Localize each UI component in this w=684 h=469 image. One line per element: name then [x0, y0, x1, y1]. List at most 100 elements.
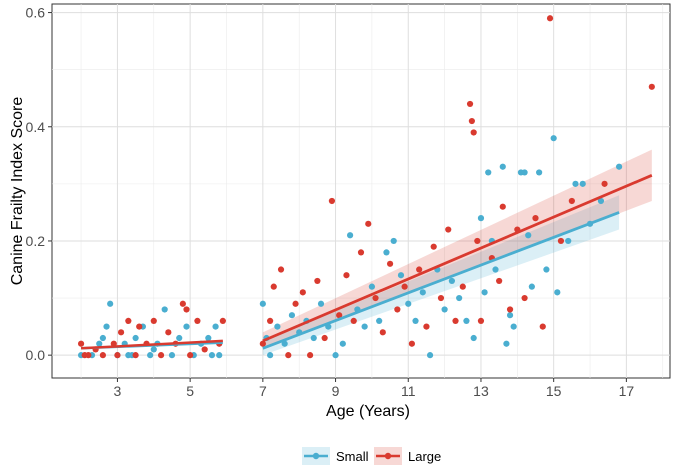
point-small — [183, 323, 190, 330]
point-small — [281, 340, 288, 347]
legend: Small Large — [302, 447, 441, 465]
point-small — [274, 323, 281, 330]
point-small — [616, 163, 623, 170]
point-small — [150, 346, 157, 353]
point-small — [267, 352, 274, 359]
x-tick-label: 11 — [401, 383, 416, 399]
point-large — [183, 306, 190, 313]
trend-line-large-early — [81, 339, 223, 350]
point-small — [550, 135, 557, 142]
point-small — [176, 334, 183, 342]
point-large — [423, 323, 430, 330]
point-large — [125, 317, 132, 325]
point-small — [125, 352, 132, 359]
point-small — [310, 334, 317, 342]
point-large — [165, 329, 172, 336]
point-large — [132, 352, 139, 359]
point-small — [441, 306, 448, 313]
point-small — [481, 289, 488, 296]
point-large — [343, 272, 350, 279]
point-large — [114, 352, 121, 359]
point-small — [528, 283, 535, 290]
point-small — [96, 340, 103, 347]
point-large — [499, 203, 506, 210]
point-small — [543, 266, 550, 273]
point-small — [288, 312, 296, 319]
legend-label-small: Small — [336, 449, 369, 464]
point-small — [470, 334, 477, 342]
point-small — [208, 352, 216, 359]
point-large — [194, 317, 201, 325]
point-large — [506, 306, 514, 313]
point-small — [506, 312, 514, 319]
point-large — [557, 237, 565, 245]
point-large — [430, 243, 437, 250]
x-tick-label: 3 — [114, 383, 122, 399]
point-large — [477, 317, 485, 325]
y-axis: 0.0 0.2 0.4 0.6 — [26, 5, 52, 363]
legend-key-dot-small — [312, 452, 320, 460]
point-small — [339, 340, 346, 347]
point-small — [503, 340, 510, 347]
point-large — [445, 226, 452, 233]
point-small — [383, 249, 390, 256]
point-large — [314, 277, 321, 285]
x-axis-title: Age (Years) — [326, 403, 410, 420]
point-small — [212, 323, 219, 330]
point-large — [157, 352, 165, 359]
trend-line-large — [262, 174, 653, 343]
point-large — [328, 197, 336, 205]
y-tick-label: 0.4 — [26, 119, 46, 135]
legend-key-dot-large — [384, 452, 392, 460]
point-large — [365, 220, 372, 227]
point-large — [648, 83, 655, 90]
point-large — [372, 294, 379, 302]
y-axis-title: Canine Frailty Index Score — [9, 97, 26, 286]
point-small — [554, 289, 561, 296]
point-large — [267, 317, 274, 325]
point-small — [161, 306, 168, 313]
point-large — [77, 340, 85, 347]
point-large — [601, 180, 608, 187]
point-large — [187, 352, 194, 359]
point-small — [317, 300, 325, 307]
point-large — [259, 340, 266, 347]
point-large — [470, 129, 477, 136]
point-large — [459, 283, 466, 290]
point-large — [437, 294, 445, 302]
point-small — [521, 169, 528, 176]
legend-label-large: Large — [408, 449, 441, 464]
point-large — [468, 117, 475, 125]
point-small — [426, 352, 434, 359]
point-small — [456, 294, 463, 302]
point-large — [321, 334, 328, 342]
x-tick-label: 7 — [259, 383, 267, 399]
point-large — [496, 277, 503, 285]
point-small — [572, 180, 579, 187]
point-small — [419, 289, 426, 296]
point-large — [386, 260, 394, 267]
x-tick-label: 15 — [546, 383, 562, 399]
point-small — [368, 283, 376, 290]
point-large — [539, 323, 546, 330]
point-large — [408, 340, 415, 347]
point-small — [510, 323, 517, 330]
panel-border — [51, 3, 671, 379]
point-large — [150, 317, 157, 325]
point-large — [136, 323, 143, 330]
point-small — [565, 237, 572, 245]
x-tick-label: 5 — [186, 383, 194, 399]
trend-line-small — [262, 211, 620, 350]
point-small — [132, 334, 139, 342]
point-large — [546, 15, 554, 22]
point-small — [147, 352, 154, 359]
point-small — [579, 180, 586, 187]
point-large — [201, 346, 208, 353]
x-tick-label: 17 — [619, 383, 635, 399]
point-large — [85, 352, 92, 359]
plot-area — [51, 3, 671, 379]
point-large — [379, 329, 386, 336]
point-large — [117, 329, 125, 336]
point-large — [299, 289, 306, 296]
